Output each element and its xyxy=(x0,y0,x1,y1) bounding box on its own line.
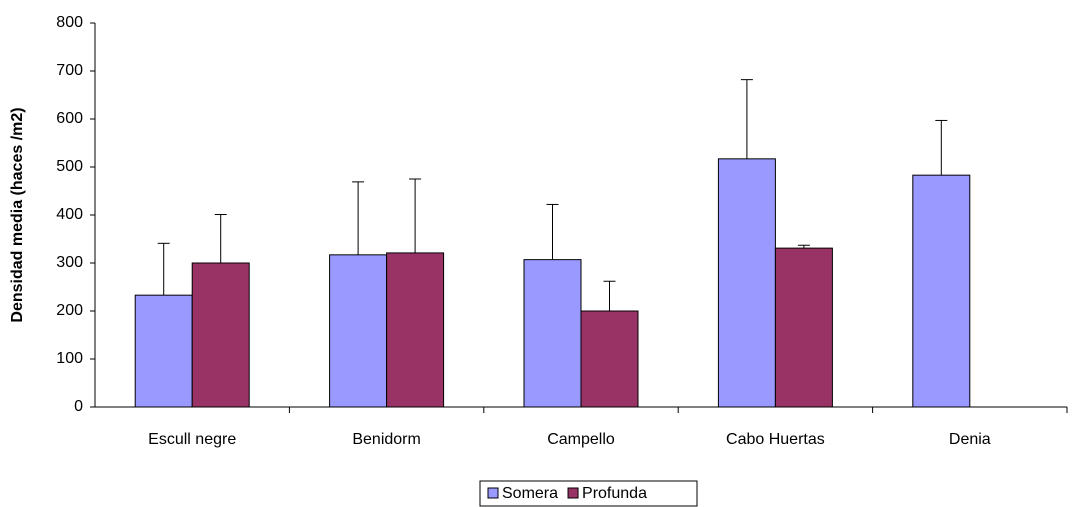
y-tick-label: 200 xyxy=(56,302,83,319)
error-bar xyxy=(352,181,365,255)
error-bar xyxy=(935,119,948,176)
bar xyxy=(580,310,639,408)
legend-box xyxy=(479,480,698,507)
legend-swatch xyxy=(487,487,499,499)
bar xyxy=(134,294,193,408)
bar xyxy=(191,262,250,408)
y-tick-label: 600 xyxy=(56,110,83,127)
y-tick-label: 300 xyxy=(56,254,83,271)
error-bar xyxy=(546,203,559,260)
y-tick-label: 500 xyxy=(56,158,83,175)
bar xyxy=(912,174,971,408)
y-tick-label: 700 xyxy=(56,62,83,79)
x-tick-label: Denia xyxy=(949,431,991,448)
x-tick-label: Cabo Huertas xyxy=(726,431,825,448)
x-tick-label: Benidorm xyxy=(352,431,420,448)
error-bar xyxy=(157,242,170,296)
y-tick-label: 800 xyxy=(56,14,83,31)
error-bar xyxy=(409,178,422,253)
y-tick-label: 400 xyxy=(56,206,83,223)
bar xyxy=(523,259,582,408)
bar xyxy=(774,247,833,408)
bar xyxy=(717,158,776,408)
legend: Somera Profunda xyxy=(479,480,698,507)
error-bar xyxy=(214,214,227,263)
legend-swatch xyxy=(567,487,579,499)
error-bar xyxy=(740,79,753,159)
y-axis-title: Densidad media (haces /m2) xyxy=(9,107,26,322)
bar xyxy=(329,254,388,408)
legend-label: Somera xyxy=(502,485,558,502)
y-tick-label: 100 xyxy=(56,350,83,367)
legend-label: Profunda xyxy=(582,485,647,502)
error-bar xyxy=(603,280,616,311)
x-tick-label: Campello xyxy=(547,431,615,448)
y-tick-label: 0 xyxy=(74,398,83,415)
bar xyxy=(386,252,445,408)
x-tick-label: Escull negre xyxy=(148,431,236,448)
